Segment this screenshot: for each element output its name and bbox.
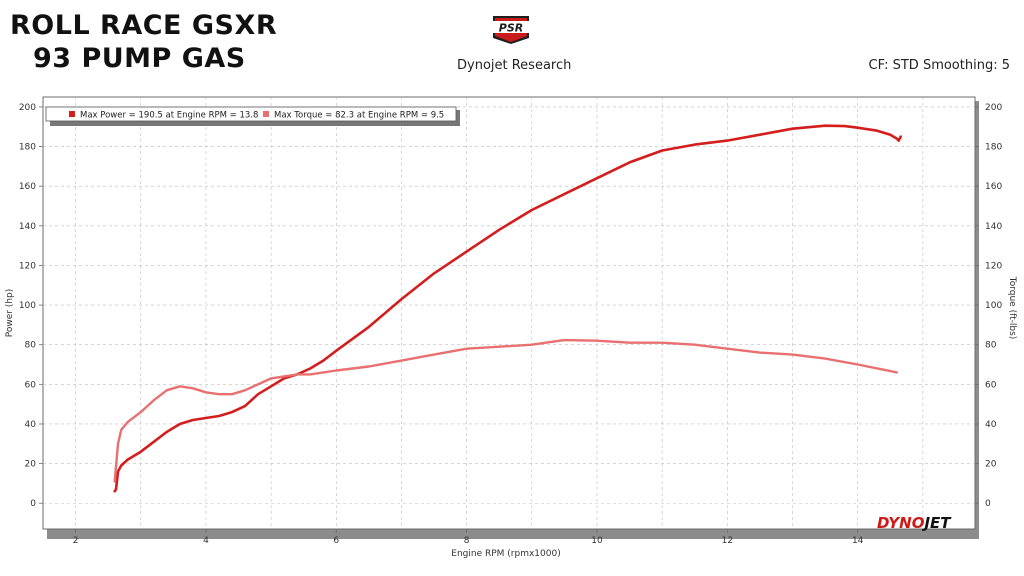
y-tick-label: 180	[19, 143, 36, 153]
y2-tick-label: 160	[985, 182, 1002, 192]
y2-tick-label: 200	[985, 103, 1002, 113]
legend-swatch-power	[69, 111, 75, 117]
company-name: Dynojet Research	[457, 58, 572, 73]
y-axis-label: Power (hp)	[5, 289, 15, 338]
y2-tick-label: 0	[985, 499, 991, 509]
legend-box	[45, 106, 457, 122]
x-tick-label: 6	[333, 536, 339, 546]
dynojet-wordmark: DYNOJET	[877, 514, 952, 532]
y2-axis-label: Torque (ft-lbs)	[1007, 276, 1017, 340]
y-tick-label: 80	[25, 341, 37, 351]
y2-tick-label: 20	[985, 460, 997, 470]
y-tick-label: 20	[25, 460, 37, 470]
y-tick-label: 120	[19, 261, 36, 271]
y-tick-label: 60	[25, 380, 37, 390]
brand-text-b: JET	[921, 514, 952, 532]
y-tick-label: 140	[19, 222, 36, 232]
x-axis-ticks: 2 4 6 8 10 12 14	[73, 529, 864, 546]
y2-tick-label: 180	[985, 143, 1002, 153]
x-tick-label: 2	[73, 536, 79, 546]
y-tick-label: 160	[19, 182, 36, 192]
x-axis-label: Engine RPM (rpmx1000)	[451, 549, 560, 559]
logo-text: PSR	[499, 22, 523, 35]
y2-tick-label: 140	[985, 222, 1002, 232]
x-tick-label: 8	[464, 536, 470, 546]
x-tick-label: 10	[591, 536, 603, 546]
y-tick-label: 200	[19, 103, 36, 113]
psr-logo-icon: PSR	[493, 16, 529, 44]
correction-factor-info: CF: STD Smoothing: 5	[868, 58, 1010, 73]
y2-tick-label: 60	[985, 380, 997, 390]
y-tick-label: 40	[25, 420, 37, 430]
legend-entry-torque: Max Torque = 82.3 at Engine RPM = 9.5	[274, 111, 444, 121]
y2-axis-ticks: 0 20 40 60 80 100 120 140 160 180 200	[975, 103, 1002, 509]
title-line-2: 93 PUMP GAS	[33, 43, 246, 74]
dynojet-logo: DYNOJET	[877, 514, 952, 532]
y2-tick-label: 80	[985, 341, 997, 351]
series-line-power	[113, 124, 903, 493]
y2-tick-label: 120	[985, 261, 1002, 271]
grid-lines	[43, 97, 975, 529]
title-line-1: ROLL RACE GSXR	[10, 10, 278, 41]
legend-swatch-torque	[263, 111, 269, 117]
series-line-torque	[113, 338, 898, 483]
y2-tick-label: 40	[985, 420, 997, 430]
x-tick-label: 14	[852, 536, 864, 546]
legend: Max Power = 190.5 at Engine RPM = 13.8 M…	[45, 106, 460, 126]
brand-text-a: DYNO	[877, 514, 925, 532]
plot-area	[42, 96, 976, 530]
y-tick-label: 0	[30, 499, 36, 509]
legend-entry-power: Max Power = 190.5 at Engine RPM = 13.8	[80, 111, 258, 121]
x-tick-label: 12	[722, 536, 733, 546]
x-tick-label: 4	[203, 536, 209, 546]
y2-tick-label: 100	[985, 301, 1002, 311]
y-axis-ticks: 0 20 40 60 80 100 120 140 160 180 200	[19, 103, 43, 509]
y-tick-label: 100	[19, 301, 36, 311]
series-lines	[113, 124, 903, 493]
